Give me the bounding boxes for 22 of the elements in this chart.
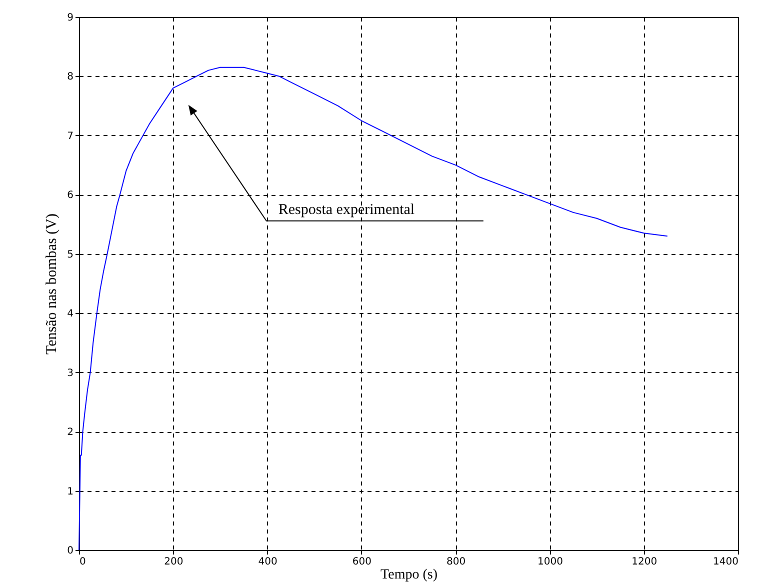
y-tick-label: 0	[67, 546, 74, 556]
x-tick-label: 1400	[713, 556, 738, 568]
x-tick-label: 0	[80, 556, 86, 568]
y-tick-label: 3	[67, 368, 74, 379]
x-tick-label: 400	[258, 556, 278, 568]
y-tick-label: 5	[67, 249, 74, 260]
y-tick-label: 9	[67, 12, 74, 24]
line-series	[78, 66, 668, 550]
y-tick-label: 4	[67, 308, 74, 320]
annotation: Resposta experimental	[278, 202, 415, 218]
y-tick-label: 1	[67, 486, 74, 498]
y-axis-title: Tensão nas bombas (V)	[44, 213, 60, 354]
y-tick-label: 6	[67, 190, 74, 202]
x-tick-label: 600	[352, 556, 372, 568]
x-tick-label: 200	[164, 556, 184, 568]
x-tick-label: 1200	[632, 556, 658, 568]
y-tick-label: 8	[67, 72, 74, 83]
y-tick-label: 2	[67, 427, 74, 438]
x-tick-label: 1000	[537, 556, 563, 568]
y-tick-label: 7	[67, 130, 74, 142]
x-axis-title: Tempo (s)	[380, 568, 438, 582]
x-tick-label: 800	[446, 556, 466, 568]
